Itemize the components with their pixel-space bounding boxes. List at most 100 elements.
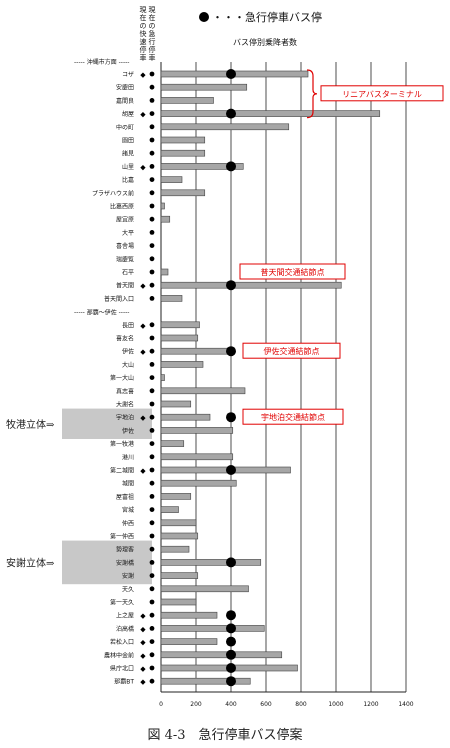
category-label: 比嘉	[122, 176, 134, 184]
bar	[160, 163, 244, 170]
header-current: 行	[149, 37, 156, 46]
current-stop-dot	[149, 282, 155, 288]
stop-marks: ◆ ◆ ◆ ◆ ◆ ◆ ◆ ◆ ◆ ◆ ◆ ◆ ◆ ◆	[140, 69, 236, 687]
category-label: 屋富祖	[116, 493, 134, 501]
bar	[160, 625, 265, 632]
express-stop-marker	[226, 636, 236, 647]
existing-stop-mark: ◆	[140, 414, 146, 422]
express-stop-marker	[226, 610, 236, 621]
x-tick-label: 600	[260, 701, 272, 708]
bars	[160, 70, 381, 685]
bar	[160, 493, 192, 500]
category-label: 県庁北口	[110, 665, 134, 673]
current-stop-dot	[149, 520, 155, 526]
header-current: 車	[149, 53, 156, 62]
express-stop-marker	[226, 676, 236, 687]
category-label: 石平	[122, 270, 134, 277]
category-label: 園田	[122, 138, 134, 145]
current-stop-dot	[149, 322, 155, 328]
express-stop-marker	[226, 623, 236, 634]
current-stop-dot	[149, 269, 155, 275]
current-stop-dot	[149, 388, 155, 394]
bar	[160, 268, 169, 276]
current-stop-dot	[149, 335, 155, 341]
category-label: 真志喜	[116, 387, 134, 395]
category-label: 屋宜原	[116, 216, 134, 224]
x-tick-label: 200	[190, 701, 202, 708]
current-stop-dot	[149, 71, 155, 77]
express-stop-marker	[226, 649, 236, 660]
bar	[160, 361, 204, 368]
category-label: プラザハウス前	[92, 189, 134, 197]
section-label: ----- 沖縄市方面 -----	[74, 58, 129, 66]
current-stop-dot	[149, 375, 155, 380]
bar	[160, 506, 179, 513]
category-label: 中の町	[116, 123, 134, 131]
x-tick-label: 0	[159, 701, 163, 708]
bar	[160, 427, 234, 434]
current-stop-dot	[149, 230, 155, 235]
category-label: 上之屋	[116, 612, 134, 620]
bar	[160, 97, 214, 104]
current-stop-dot	[149, 599, 155, 605]
bar	[160, 440, 185, 447]
x-tick-labels: 0 200 400 600 800 1000 1200 1400	[159, 701, 414, 708]
bar	[160, 572, 199, 579]
category-label: 若松入口	[110, 638, 134, 646]
section-label: ----- 那覇～伊佐 -----	[74, 309, 129, 317]
bar	[160, 281, 342, 289]
category-label: 農林中金前	[104, 651, 134, 659]
category-label: 大平	[122, 229, 134, 237]
current-stop-dot	[149, 164, 155, 169]
grid-lines	[160, 62, 407, 693]
current-stop-dot	[149, 507, 155, 512]
header-existing: 停	[140, 45, 147, 54]
current-stop-dot	[149, 216, 155, 222]
category-label: 喜舎場	[116, 242, 134, 250]
category-label: 城間	[122, 481, 134, 488]
bar	[160, 466, 291, 474]
category-label: 安慶田	[116, 84, 134, 92]
current-stop-dot	[149, 243, 155, 249]
existing-stop-mark: ◆	[140, 665, 146, 673]
bar	[160, 123, 290, 131]
current-stop-dot	[149, 441, 155, 446]
chart-title: バス停別乗降者数	[233, 37, 297, 47]
existing-stop-mark: ◆	[140, 467, 146, 475]
category-label: 仲西	[122, 519, 134, 527]
bar	[160, 413, 211, 421]
category-label: 那覇BT	[114, 678, 134, 686]
bar	[160, 334, 199, 342]
current-stop-dot	[149, 573, 155, 578]
category-label: 第一天久	[110, 599, 134, 607]
category-label: 比嘉西原	[110, 203, 134, 211]
current-stop-dot	[149, 428, 155, 433]
current-stop-dot	[149, 626, 155, 631]
express-stop-marker	[226, 280, 236, 291]
bar	[160, 387, 246, 395]
current-stop-dot	[149, 256, 155, 262]
current-stop-dot	[149, 665, 155, 671]
current-stop-dot	[149, 546, 155, 552]
current-stop-dot	[149, 639, 155, 644]
annotation-label: リニアバスターミナル	[342, 90, 422, 99]
category-label: 大山	[122, 361, 134, 369]
x-tick-label: 800	[295, 701, 307, 708]
side-label: 安謝立体⇒	[6, 556, 55, 569]
bar	[160, 519, 197, 527]
side-label: 牧港立体⇒	[6, 418, 55, 431]
existing-stop-mark: ◆	[140, 111, 146, 119]
existing-stop-mark: ◆	[140, 282, 146, 290]
bar	[160, 585, 249, 593]
express-stop-marker	[226, 108, 236, 119]
annotation-label: 普天間交通結節点	[261, 267, 325, 277]
bar	[160, 347, 234, 355]
category-label: 安謝橋	[116, 559, 134, 567]
x-tick-label: 400	[225, 701, 237, 708]
bar	[160, 559, 262, 566]
x-tick-label: 1200	[363, 701, 378, 708]
express-stop-marker	[226, 161, 236, 172]
current-stop-dot	[149, 137, 155, 143]
header-current: 停	[149, 45, 156, 54]
